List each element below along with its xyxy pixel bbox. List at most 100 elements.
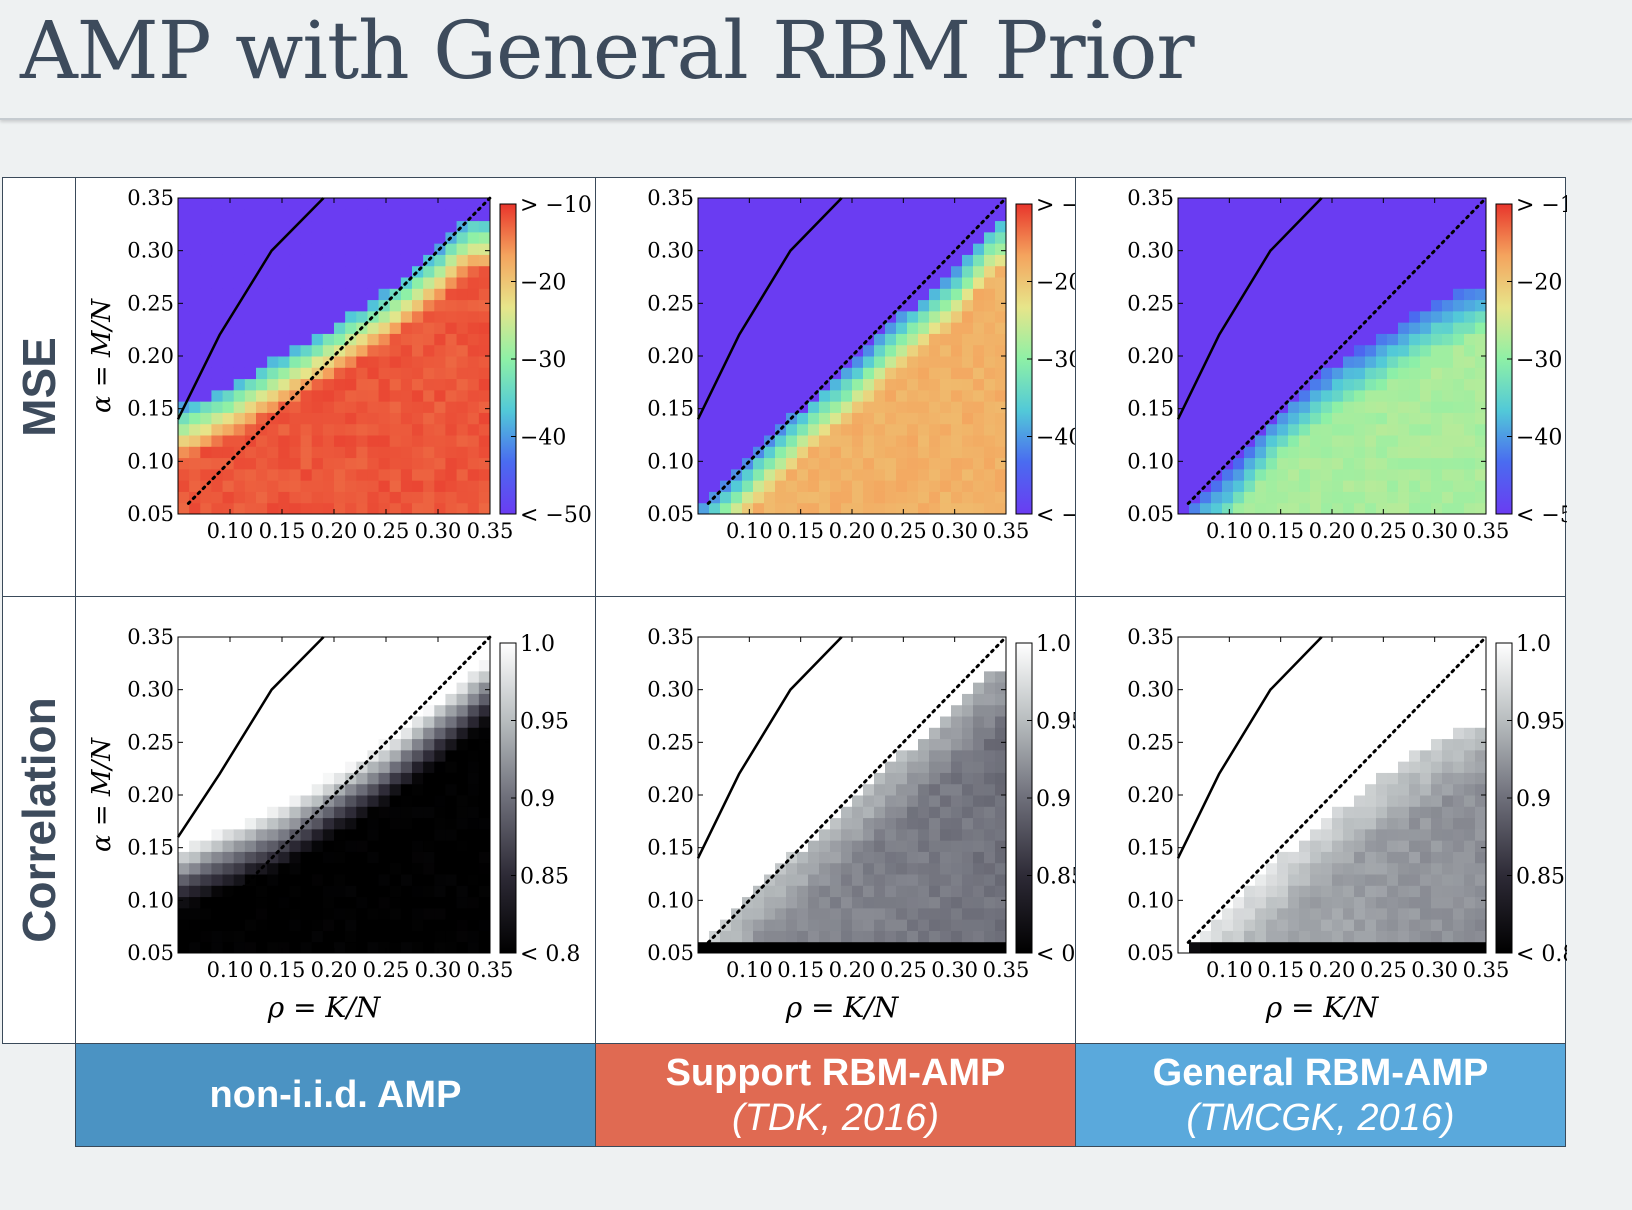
heatmap-cell bbox=[698, 243, 710, 255]
heatmap-cell bbox=[720, 401, 732, 413]
heatmap-cell bbox=[334, 716, 346, 728]
heatmap-cell bbox=[1321, 840, 1333, 852]
heatmap-cell bbox=[1398, 333, 1410, 346]
heatmap-cell bbox=[874, 446, 886, 459]
heatmap-cell bbox=[467, 907, 480, 920]
heatmap-cell bbox=[1376, 457, 1388, 470]
heatmap-cell bbox=[378, 468, 391, 481]
heatmap-cell bbox=[973, 378, 985, 391]
heatmap-cell bbox=[720, 840, 732, 852]
heatmap-cell bbox=[367, 299, 380, 312]
heatmap-cell bbox=[808, 480, 820, 492]
heatmap-cell bbox=[1200, 749, 1212, 762]
heatmap-cell bbox=[1310, 277, 1322, 289]
heatmap-cell bbox=[389, 446, 402, 459]
heatmap-cell bbox=[1321, 480, 1333, 492]
heatmap-cell bbox=[1365, 761, 1377, 773]
heatmap-cell bbox=[1222, 874, 1234, 886]
heatmap-cell bbox=[467, 333, 480, 346]
heatmap-cell bbox=[984, 704, 996, 717]
heatmap-cell bbox=[1211, 220, 1223, 233]
heatmap-cell bbox=[1277, 412, 1289, 425]
heatmap-cell bbox=[1376, 919, 1388, 931]
heatmap-cell bbox=[863, 851, 875, 864]
heatmap-cell bbox=[731, 693, 743, 706]
heatmap-cell bbox=[400, 637, 413, 649]
heatmap-cell bbox=[1288, 209, 1300, 222]
heatmap-cell bbox=[178, 840, 190, 852]
heatmap-cell bbox=[885, 795, 897, 807]
heatmap-cell bbox=[962, 322, 974, 334]
heatmap-cell bbox=[289, 367, 302, 380]
heatmap-cell bbox=[412, 693, 424, 706]
heatmap-cell bbox=[222, 401, 235, 413]
heatmap-cell bbox=[345, 265, 357, 278]
heatmap-cell bbox=[753, 344, 765, 357]
heatmap-cell bbox=[1200, 874, 1212, 886]
heatmap-cell bbox=[885, 851, 897, 864]
heatmap-cell bbox=[445, 344, 458, 357]
y-tick-label: 0.20 bbox=[647, 344, 694, 368]
heatmap-cell bbox=[1420, 412, 1432, 425]
heatmap-cell bbox=[1310, 738, 1322, 751]
heatmap-cell bbox=[918, 446, 930, 459]
heatmap-cell bbox=[885, 367, 897, 380]
heatmap-cell bbox=[852, 704, 864, 717]
heatmap-cell bbox=[478, 333, 491, 346]
heatmap-cell bbox=[1321, 874, 1333, 886]
heatmap-cell bbox=[1178, 885, 1190, 898]
heatmap-cell bbox=[709, 333, 721, 346]
heatmap-cell bbox=[984, 468, 996, 481]
heatmap-cell bbox=[423, 885, 435, 898]
heatmap-cell bbox=[1255, 412, 1267, 425]
heatmap-cell bbox=[907, 502, 919, 515]
heatmap-cell bbox=[885, 344, 897, 357]
heatmap-cell bbox=[720, 288, 732, 301]
heatmap-cell bbox=[434, 288, 446, 301]
y-tick-label: 0.35 bbox=[127, 625, 174, 649]
heatmap-cell bbox=[1376, 401, 1388, 413]
heatmap-cell bbox=[1453, 930, 1465, 943]
heatmap-cell bbox=[467, 468, 480, 481]
heatmap-cell bbox=[389, 480, 402, 492]
heatmap-cell bbox=[178, 907, 190, 920]
heatmap-cell bbox=[764, 344, 776, 357]
heatmap-cell bbox=[1453, 446, 1465, 459]
heatmap-cell bbox=[797, 435, 809, 447]
heatmap-cell bbox=[951, 693, 963, 706]
heatmap-cell bbox=[1453, 378, 1465, 391]
heatmap-cell bbox=[896, 491, 908, 504]
heatmap-cell bbox=[189, 310, 201, 323]
heatmap-cell bbox=[984, 941, 996, 954]
heatmap-cell bbox=[356, 243, 368, 255]
heatmap-cell bbox=[400, 502, 413, 515]
heatmap-cell bbox=[764, 220, 776, 233]
heatmap-cell bbox=[1178, 941, 1190, 954]
heatmap-cell bbox=[786, 401, 798, 413]
heatmap-cell bbox=[797, 468, 809, 481]
heatmap-cell bbox=[1178, 806, 1190, 819]
heatmap-cell bbox=[819, 389, 831, 402]
heatmap-cell bbox=[1200, 885, 1212, 898]
heatmap-cell bbox=[334, 851, 346, 864]
heatmap-cell bbox=[808, 817, 820, 830]
heatmap-cell bbox=[841, 637, 853, 649]
heatmap-cell bbox=[1409, 491, 1421, 504]
heatmap-cell bbox=[885, 412, 897, 425]
heatmap-cell bbox=[1233, 209, 1245, 222]
heatmap-cell bbox=[211, 806, 224, 819]
heatmap-cell bbox=[356, 468, 368, 481]
heatmap-cell bbox=[698, 435, 710, 447]
heatmap-cell bbox=[1189, 423, 1201, 436]
heatmap-cell bbox=[1442, 344, 1454, 357]
heatmap-cell bbox=[322, 659, 335, 672]
heatmap-cell bbox=[300, 491, 313, 504]
heatmap-cell bbox=[434, 828, 446, 841]
heatmap-cell bbox=[1288, 637, 1300, 649]
heatmap-cell bbox=[1211, 670, 1223, 683]
heatmap-cell bbox=[1200, 435, 1212, 447]
heatmap-cell bbox=[1255, 378, 1267, 391]
heatmap-cell bbox=[1343, 795, 1355, 807]
heatmap-cell bbox=[467, 265, 480, 278]
heatmap-cell bbox=[1200, 727, 1212, 740]
